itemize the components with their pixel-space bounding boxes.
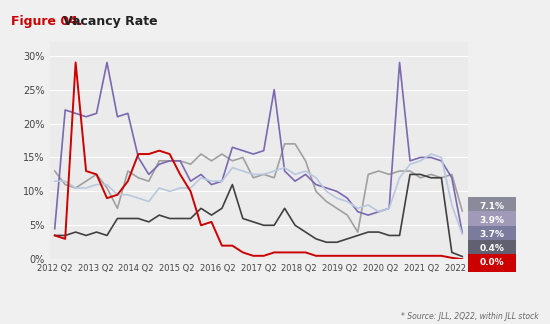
Text: 7.1%: 7.1% (480, 202, 505, 211)
Text: Figure 04.: Figure 04. (11, 15, 82, 28)
FancyBboxPatch shape (469, 212, 516, 230)
FancyBboxPatch shape (469, 197, 516, 216)
Text: 0.4%: 0.4% (480, 244, 505, 253)
Text: 0.0%: 0.0% (480, 259, 505, 268)
Text: 3.9%: 3.9% (480, 216, 505, 225)
FancyBboxPatch shape (469, 226, 516, 244)
Text: * Source: JLL, 2Q22, within JLL stock: * Source: JLL, 2Q22, within JLL stock (402, 312, 539, 321)
FancyBboxPatch shape (469, 254, 516, 272)
Text: Vacancy Rate: Vacancy Rate (63, 15, 158, 28)
Text: 3.7%: 3.7% (480, 230, 505, 239)
FancyBboxPatch shape (469, 240, 516, 258)
